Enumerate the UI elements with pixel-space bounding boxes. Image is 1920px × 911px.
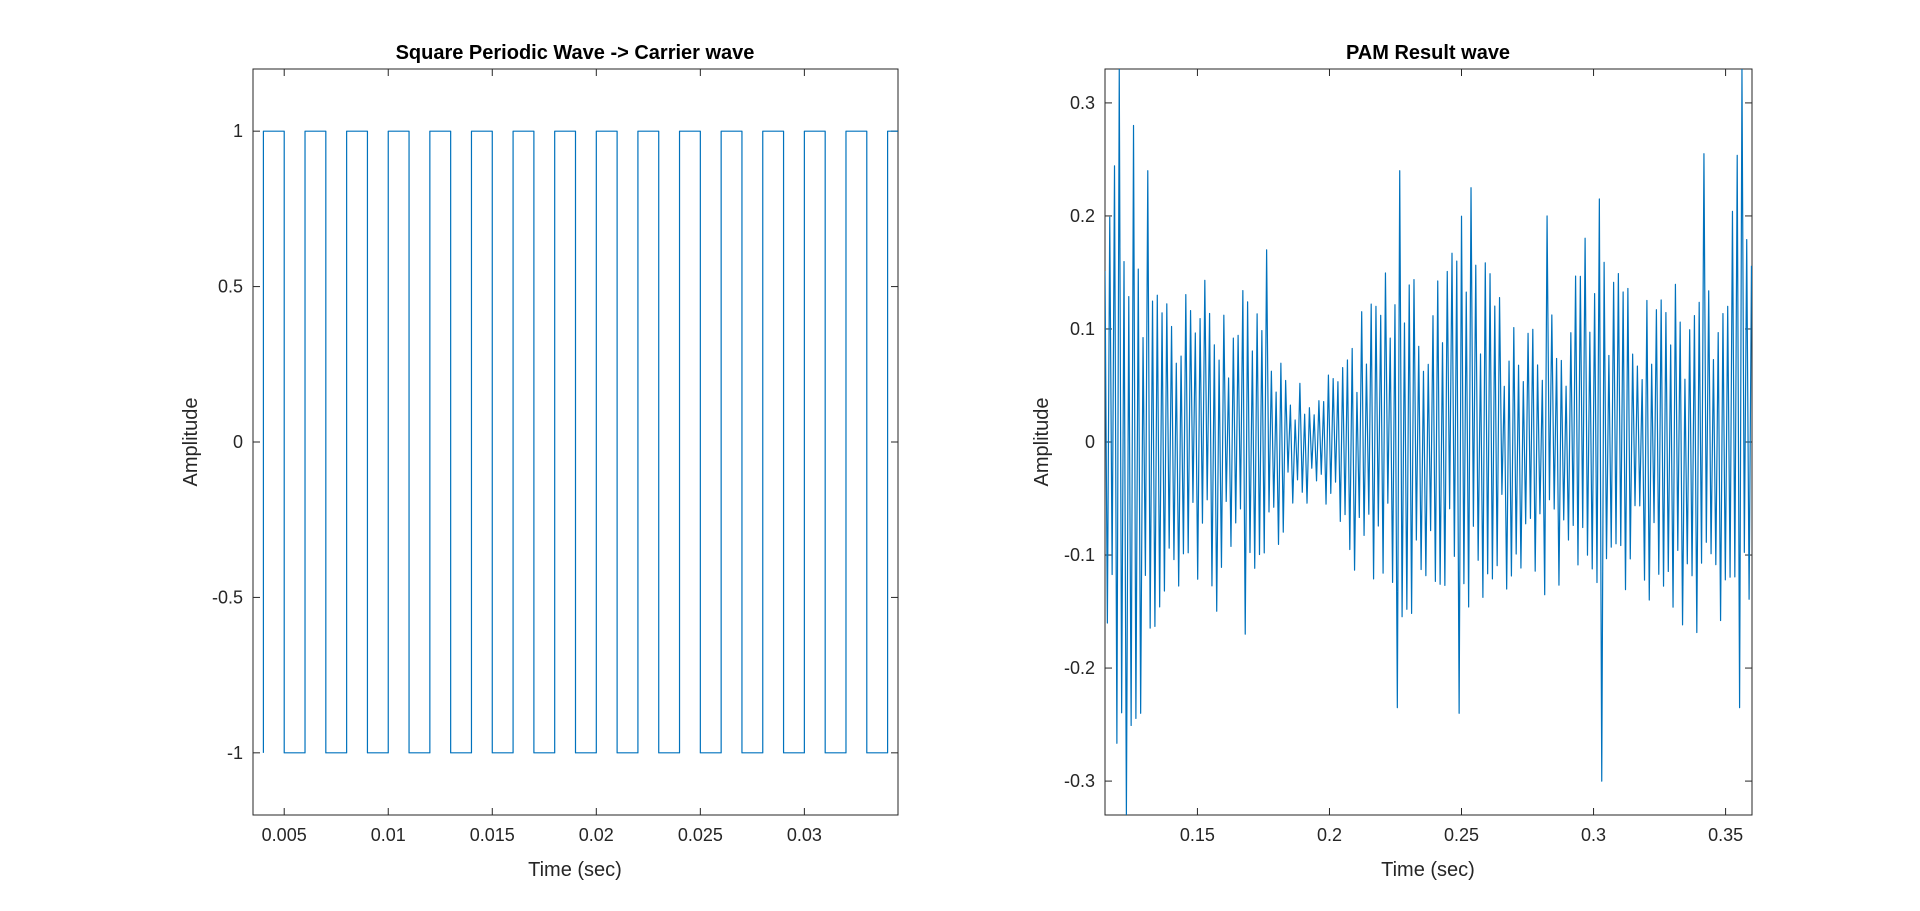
left-y-tick-label: -1: [227, 743, 243, 763]
right-y-tick-label: -0.3: [1064, 771, 1095, 791]
left-y-tick-label: 0: [233, 432, 243, 452]
left-x-tick-label: 0.03: [787, 825, 822, 845]
left-y-tick-label: -0.5: [212, 587, 243, 607]
right-y-tick-label: 0.1: [1070, 319, 1095, 339]
right-plot-area: [1105, 69, 1752, 815]
right-x-tick-label: 0.15: [1180, 825, 1215, 845]
left-plot-area: [262, 130, 898, 754]
right-x-tick-label: 0.3: [1581, 825, 1606, 845]
left-y-tick-label: 1: [233, 121, 243, 141]
right-x-tick-label: 0.2: [1317, 825, 1342, 845]
left-x-tick-label: 0.005: [262, 825, 307, 845]
left-x-tick-label: 0.01: [371, 825, 406, 845]
left-x-axis-label: Time (sec): [528, 859, 622, 881]
left-y-axis-label: Amplitude: [180, 398, 202, 487]
right-series-line: [1105, 69, 1752, 815]
left-x-tick-label: 0.02: [579, 825, 614, 845]
right-x-tick-label: 0.35: [1708, 825, 1743, 845]
right-y-axis-label: Amplitude: [1031, 398, 1053, 487]
left-x-tick-label: 0.015: [470, 825, 515, 845]
right-axes: PAM Result wave Time (sec) Amplitude 0.1…: [1031, 42, 1753, 881]
right-chart-title: PAM Result wave: [1346, 42, 1510, 64]
left-x-tick-label: 0.025: [678, 825, 723, 845]
left-ticks: 0.005 0.01 0.015 0.02 0.025 0.03 -1 -0.5 0 0.5 1: [212, 69, 898, 845]
right-y-tick-label: 0.3: [1070, 93, 1095, 113]
right-y-tick-label: 0.2: [1070, 206, 1095, 226]
right-y-tick-label: -0.1: [1064, 545, 1095, 565]
left-y-tick-label: 0.5: [218, 277, 243, 297]
right-ticks: 0.15 0.2 0.25 0.3 0.35 -0.3 -0.2 -0.1 0 0.1 0.2 0.3: [1064, 69, 1752, 845]
right-x-tick-label: 0.25: [1444, 825, 1479, 845]
left-axes: Square Periodic Wave -> Carrier wave Tim…: [180, 42, 899, 881]
right-y-tick-label: -0.2: [1064, 658, 1095, 678]
right-x-axis-label: Time (sec): [1381, 859, 1475, 881]
left-chart-title: Square Periodic Wave -> Carrier wave: [396, 42, 755, 64]
left-series-line: [262, 130, 898, 754]
right-y-tick-label: 0: [1085, 432, 1095, 452]
